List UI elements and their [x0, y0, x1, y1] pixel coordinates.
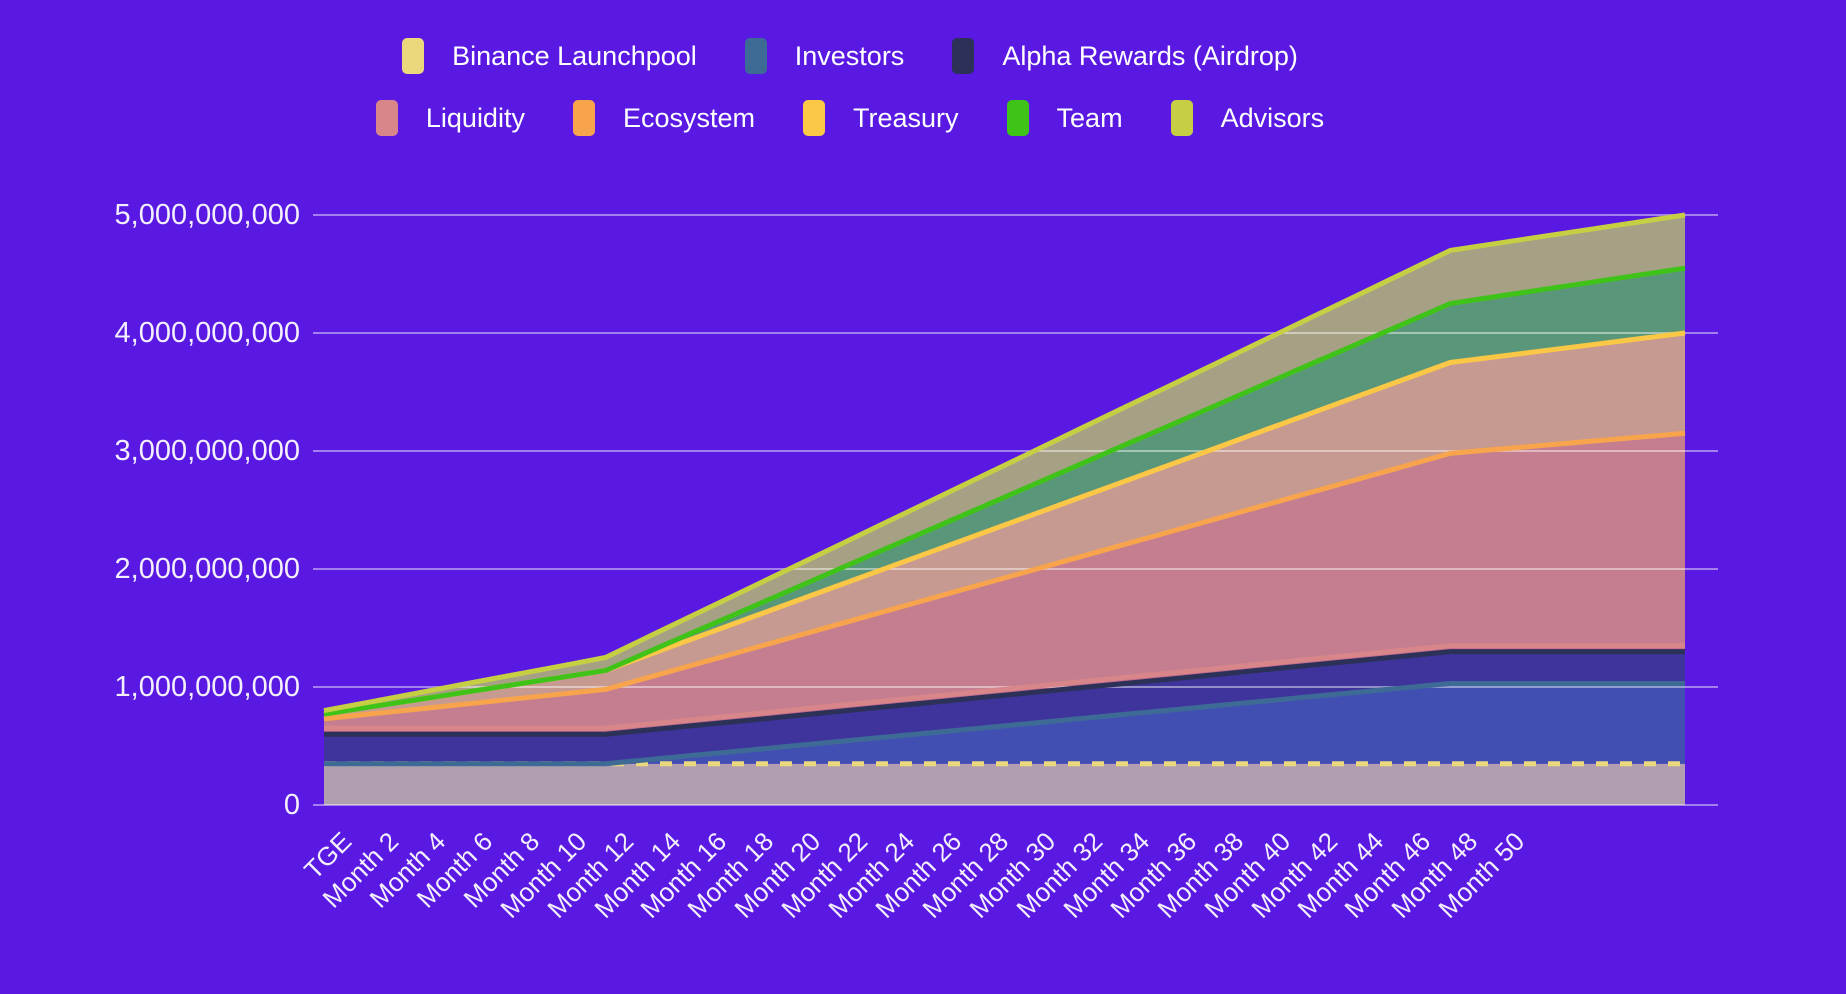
legend-swatch-icon: [1006, 100, 1029, 136]
legend-swatch-icon: [952, 38, 975, 74]
legend-label: Liquidity: [425, 102, 525, 133]
line-team: [323, 265, 1686, 717]
legend-swatch-icon: [572, 100, 595, 136]
legend-row: Liquidity Ecosystem Treasury Team Advisors: [375, 100, 1325, 136]
legend-label: Treasury: [853, 102, 959, 133]
legend-label: Ecosystem: [622, 102, 755, 133]
legend-row: Binance Launchpool Investors Alpha Rewards…: [402, 38, 1298, 74]
legend-swatch-icon: [1170, 100, 1193, 136]
y-tick-label: 5,000,000,000: [114, 199, 300, 231]
legend-item-treasury[interactable]: Treasury: [803, 100, 959, 136]
line-advisors: [323, 212, 1686, 714]
y-tick-label: 4,000,000,000: [114, 317, 300, 349]
legend-label: Binance Launchpool: [452, 40, 697, 71]
area-advisors: [324, 215, 1685, 715]
legend-swatch-icon: [402, 38, 425, 74]
legend-label: Alpha Rewards (Airdrop): [1002, 40, 1298, 71]
y-tick-label: 3,000,000,000: [114, 435, 300, 467]
line-liquidity: [324, 643, 1685, 731]
legend-swatch-icon: [744, 38, 767, 74]
area-binance-launchpool: [324, 763, 1685, 805]
legend-label: Investors: [794, 40, 905, 71]
legend-swatch-icon: [803, 100, 825, 136]
line-ecosystem: [323, 430, 1686, 722]
chart-legend: Binance Launchpool Investors Alpha Rewards…: [0, 38, 1700, 136]
legend-label: Team: [1056, 102, 1123, 133]
legend-label: Advisors: [1220, 102, 1325, 133]
legend-item-ecosystem[interactable]: Ecosystem: [572, 100, 755, 136]
line-alpha-rewards-airdrop-: [324, 649, 1685, 737]
area-team: [324, 268, 1685, 715]
legend-swatch-icon: [375, 100, 398, 136]
legend-item-advisors[interactable]: Advisors: [1170, 100, 1325, 136]
legend-item-investors[interactable]: Investors: [744, 38, 905, 74]
y-tick-label: 0: [283, 789, 300, 821]
legend-item-liquidity[interactable]: Liquidity: [375, 100, 525, 136]
area-alpha-rewards-airdrop-: [324, 651, 1685, 764]
y-tick-label: 2,000,000,000: [114, 553, 300, 585]
y-tick-label: 1,000,000,000: [114, 671, 300, 703]
line-investors: [324, 681, 1685, 767]
legend-item-team[interactable]: Team: [1006, 100, 1123, 136]
legend-item-alpha-rewards-airdrop-[interactable]: Alpha Rewards (Airdrop): [952, 38, 1298, 74]
area-investors: [324, 683, 1685, 764]
legend-item-binance-launchpool[interactable]: Binance Launchpool: [402, 38, 697, 74]
